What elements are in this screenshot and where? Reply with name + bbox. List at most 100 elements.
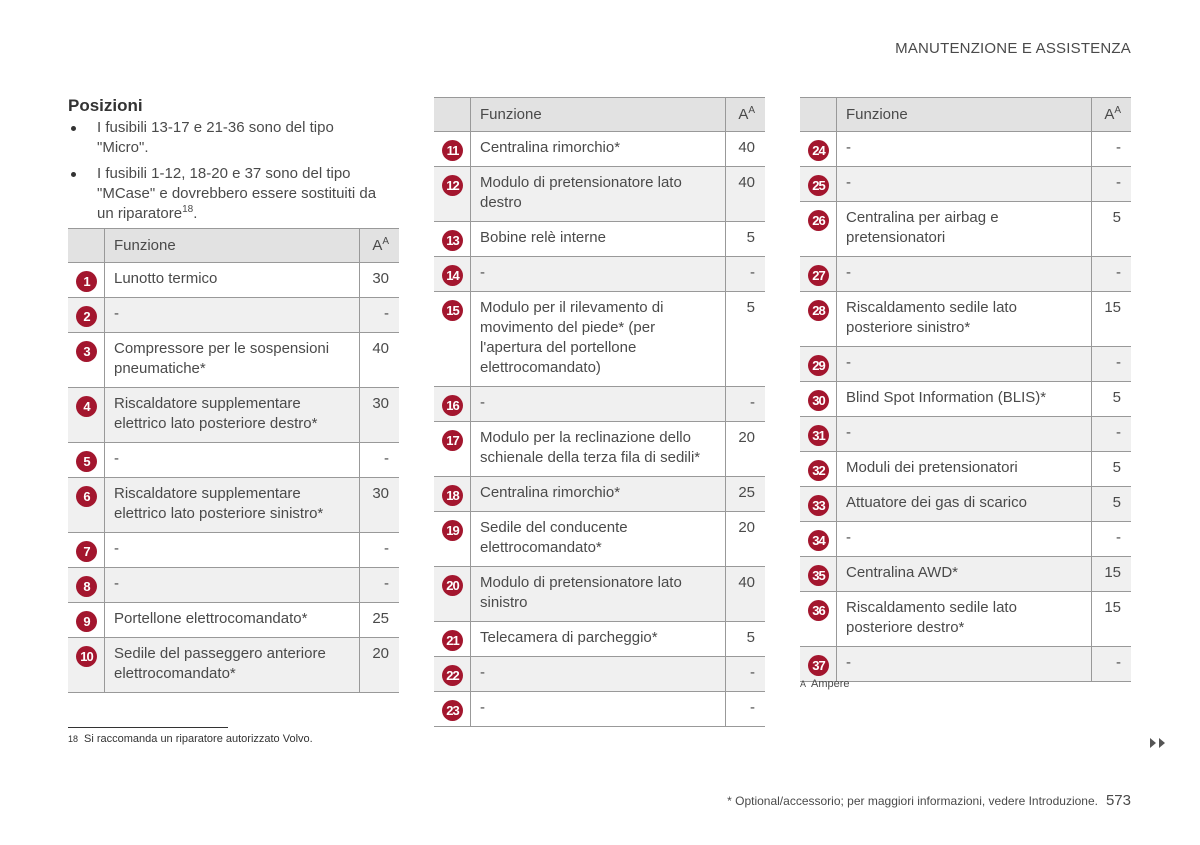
fuse-row: 16- - (434, 386, 765, 422)
fuse-function: Centralina rimorchio* (470, 131, 726, 167)
fuse-number-cell: 4 (68, 387, 105, 443)
bullet-text: I fusibili 1-12, 18-20 e 37 sono del tip… (97, 165, 377, 222)
fuse-row: 22- - (434, 656, 765, 692)
fuse-number: 9 (76, 611, 97, 632)
fuse-amperage: 5 (1091, 201, 1131, 257)
fuse-row: 31- - (800, 416, 1131, 452)
fuse-row: 18 Centralina rimorchio* 25 (434, 476, 765, 512)
fuse-number: 26 (808, 210, 829, 231)
table-wrap: Funzione AA 24- -25- -26 Centralina per airba… (800, 97, 1131, 682)
fuse-amperage: 30 (359, 477, 399, 533)
header-cell (68, 228, 105, 263)
fuse-number: 30 (808, 390, 829, 411)
next-arrows (1150, 738, 1165, 748)
fuse-number: 11 (442, 140, 463, 161)
fuse-function: Modulo di pretensionatore lato destro (470, 166, 726, 222)
header-cell (434, 97, 471, 132)
fuse-function: Modulo per il rilevamento di movimento d… (470, 291, 726, 387)
fuse-number-cell: 3 (68, 332, 105, 388)
fuse-function: Centralina AWD* (836, 556, 1092, 592)
fuse-row: 32 Moduli dei pretensionatori 5 (800, 451, 1131, 487)
fuse-number-cell: 24 (800, 131, 837, 167)
fuse-row: 17 Modulo per la reclinazione dello schie… (434, 421, 765, 477)
fuse-amperage: - (1091, 346, 1131, 382)
fuse-number-cell: 16 (434, 386, 471, 422)
fuse-row: 13 Bobine relè interne 5 (434, 221, 765, 257)
fuse-number-cell: 5 (68, 442, 105, 478)
fuse-function: - (836, 166, 1092, 202)
fuse-row: 6 Riscaldatore supplementare elettrico la… (68, 477, 399, 533)
fuse-row: 5-- (68, 442, 399, 478)
table-wrap: Funzione AA 1 Lunotto termico 30 2- -3 Compress… (68, 228, 399, 693)
fuse-function: - (470, 656, 726, 692)
fuse-table: Funzione AA 1 Lunotto termico 30 2- -3 Compress… (68, 228, 399, 693)
fuse-number: 8 (76, 576, 97, 597)
fuse-amperage: 40 (725, 166, 765, 222)
section: Posizioni I fusibili 13-17 e 21-36 sono … (68, 96, 388, 230)
fuse-number: 36 (808, 600, 829, 621)
header-unit-text: A (1104, 106, 1115, 123)
fuse-number-cell: 10 (68, 637, 105, 693)
fuse-number: 19 (442, 520, 463, 541)
fuse-amperage: - (1091, 131, 1131, 167)
fuse-function: - (836, 416, 1092, 452)
fuse-number-cell: 25 (800, 166, 837, 202)
fuse-row: 10 Sedile del passeggero anteriore elettr… (68, 637, 399, 693)
fuse-number: 37 (808, 655, 829, 676)
fuse-amperage: 25 (359, 602, 399, 638)
fuse-number-cell: 8 (68, 567, 105, 603)
bullet-end: . (193, 205, 198, 222)
page-number: 573 (1105, 792, 1131, 809)
fuse-number: 3 (76, 341, 97, 362)
fuse-number: 16 (442, 395, 463, 416)
footnote-rule (68, 727, 228, 728)
fuse-row: 27- - (800, 256, 1131, 292)
fuse-row: 4 Riscaldatore supplementare elettrico la… (68, 387, 399, 443)
fuse-amperage: - (1091, 166, 1131, 202)
fuse-amperage: - (359, 297, 399, 333)
header-row: Funzione AA (800, 97, 1131, 132)
header-unit-note: A (1114, 105, 1121, 116)
fuse-function: - (470, 256, 726, 292)
fuse-amperage: 5 (1091, 451, 1131, 487)
header-unit: AA (359, 228, 399, 263)
fuse-function: - (836, 346, 1092, 382)
fuse-row: 23- - (434, 691, 765, 727)
fuse-number: 27 (808, 265, 829, 286)
fuse-amperage: - (1091, 521, 1131, 557)
fuse-function: Modulo per la reclinazione dello schiena… (470, 421, 726, 477)
fuse-number: 12 (442, 175, 463, 196)
fuse-function: Riscaldatore supplementare elettrico lat… (104, 477, 360, 533)
fuse-number-cell: 21 (434, 621, 471, 657)
fuse-number: 35 (808, 565, 829, 586)
fuse-amperage: 40 (359, 332, 399, 388)
fuse-row: 37- - (800, 646, 1131, 682)
fuse-number-cell: 1 (68, 262, 105, 298)
fuse-table: Funzione AA 11 Centralina rimorchio* 40 12 Mod… (434, 97, 765, 727)
fuse-amperage: - (725, 256, 765, 292)
fuse-row: 2-- (68, 297, 399, 333)
header-unit: AA (1091, 97, 1131, 132)
header-unit-note: A (382, 236, 389, 247)
fuse-number-cell: 30 (800, 381, 837, 417)
table-note-marker: A (800, 679, 807, 689)
fuse-number: 18 (442, 485, 463, 506)
fuse-function: Sedile del conducente elettrocomandato* (470, 511, 726, 567)
footer-note: * Optional/accessorio; per maggiori info… (727, 794, 1098, 808)
fuse-number-cell: 31 (800, 416, 837, 452)
footer: * Optional/accessorio; per maggiori info… (727, 792, 1131, 810)
footnote-number: 18 (68, 734, 79, 744)
fuse-function: - (470, 691, 726, 727)
table-note: A Ampere (800, 678, 850, 690)
fuse-number-cell: 35 (800, 556, 837, 592)
fuse-number-cell: 12 (434, 166, 471, 222)
header-unit-note: A (748, 105, 755, 116)
fuse-function: Riscaldamento sedile lato posteriore sin… (836, 291, 1092, 347)
bullet: I fusibili 13-17 e 21-36 sono del tipo "… (68, 118, 388, 158)
section-title: Posizioni (68, 96, 143, 115)
header-unit: AA (725, 97, 765, 132)
fuse-number: 20 (442, 575, 463, 596)
fuse-function: Moduli dei pretensionatori (836, 451, 1092, 487)
fuse-row: 29- - (800, 346, 1131, 382)
